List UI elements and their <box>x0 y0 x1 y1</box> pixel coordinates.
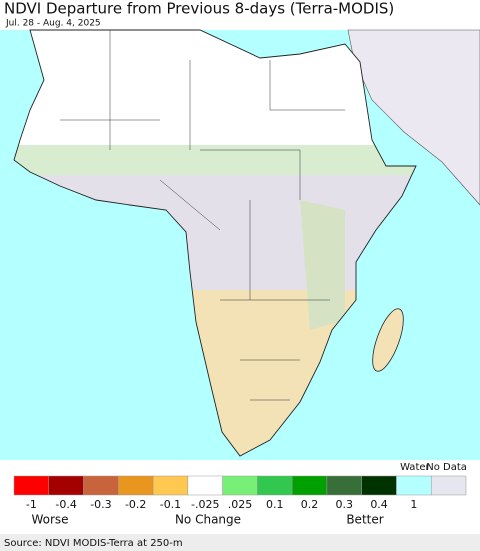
nodata-label: No Data <box>426 462 467 473</box>
legend-tick: -1 <box>26 498 37 511</box>
legend-swatch <box>361 475 397 496</box>
legend-tick: .025 <box>228 498 253 511</box>
legend-tick: 1 <box>410 498 417 511</box>
title: NDVI Departure from Previous 8-days (Ter… <box>4 0 394 18</box>
legend-swatch <box>187 475 223 496</box>
legend-tick: -0.3 <box>90 498 111 511</box>
legend-tick: 0.1 <box>266 498 284 511</box>
legend-swatch <box>430 475 467 496</box>
border-lines <box>60 30 345 401</box>
legend-tick: -0.1 <box>160 498 181 511</box>
legend-caption: No Change <box>175 513 241 527</box>
madagascar <box>372 308 404 372</box>
legend-tick: -0.4 <box>55 498 76 511</box>
legend-swatch <box>13 475 50 496</box>
legend-swatch <box>257 475 293 496</box>
legend-swatch <box>326 475 362 496</box>
legend-tick: -.025 <box>191 498 219 511</box>
legend-swatch <box>83 475 119 496</box>
africa-outline <box>13 29 417 457</box>
legend-tick: -0.2 <box>125 498 146 511</box>
source-band <box>0 534 480 551</box>
legend-caption: Worse <box>31 513 68 527</box>
legend-caption: Better <box>346 513 383 527</box>
subtitle: Jul. 28 - Aug. 4, 2025 <box>5 19 101 29</box>
water-label: Water <box>400 462 430 473</box>
legend-swatch <box>222 475 258 496</box>
legend-tick: 0.2 <box>301 498 319 511</box>
east-africa <box>300 200 345 330</box>
legend-swatch <box>48 475 84 496</box>
legend-swatch <box>152 475 189 496</box>
legend-swatch <box>396 475 432 496</box>
source: Source: NDVI MODIS-Terra at 250-m <box>4 538 183 549</box>
legend-tick: 0.3 <box>336 498 354 511</box>
legend-tick: 0.4 <box>370 498 388 511</box>
legend-swatch <box>118 475 154 496</box>
legend-swatch <box>291 475 328 496</box>
borders <box>60 30 345 401</box>
sahara <box>14 30 416 150</box>
legend: -1 -0.4 -0.3 -0.2 -0.1 -.025 .025 0.1 0.2 0.3 0.4 1… <box>13 462 467 527</box>
